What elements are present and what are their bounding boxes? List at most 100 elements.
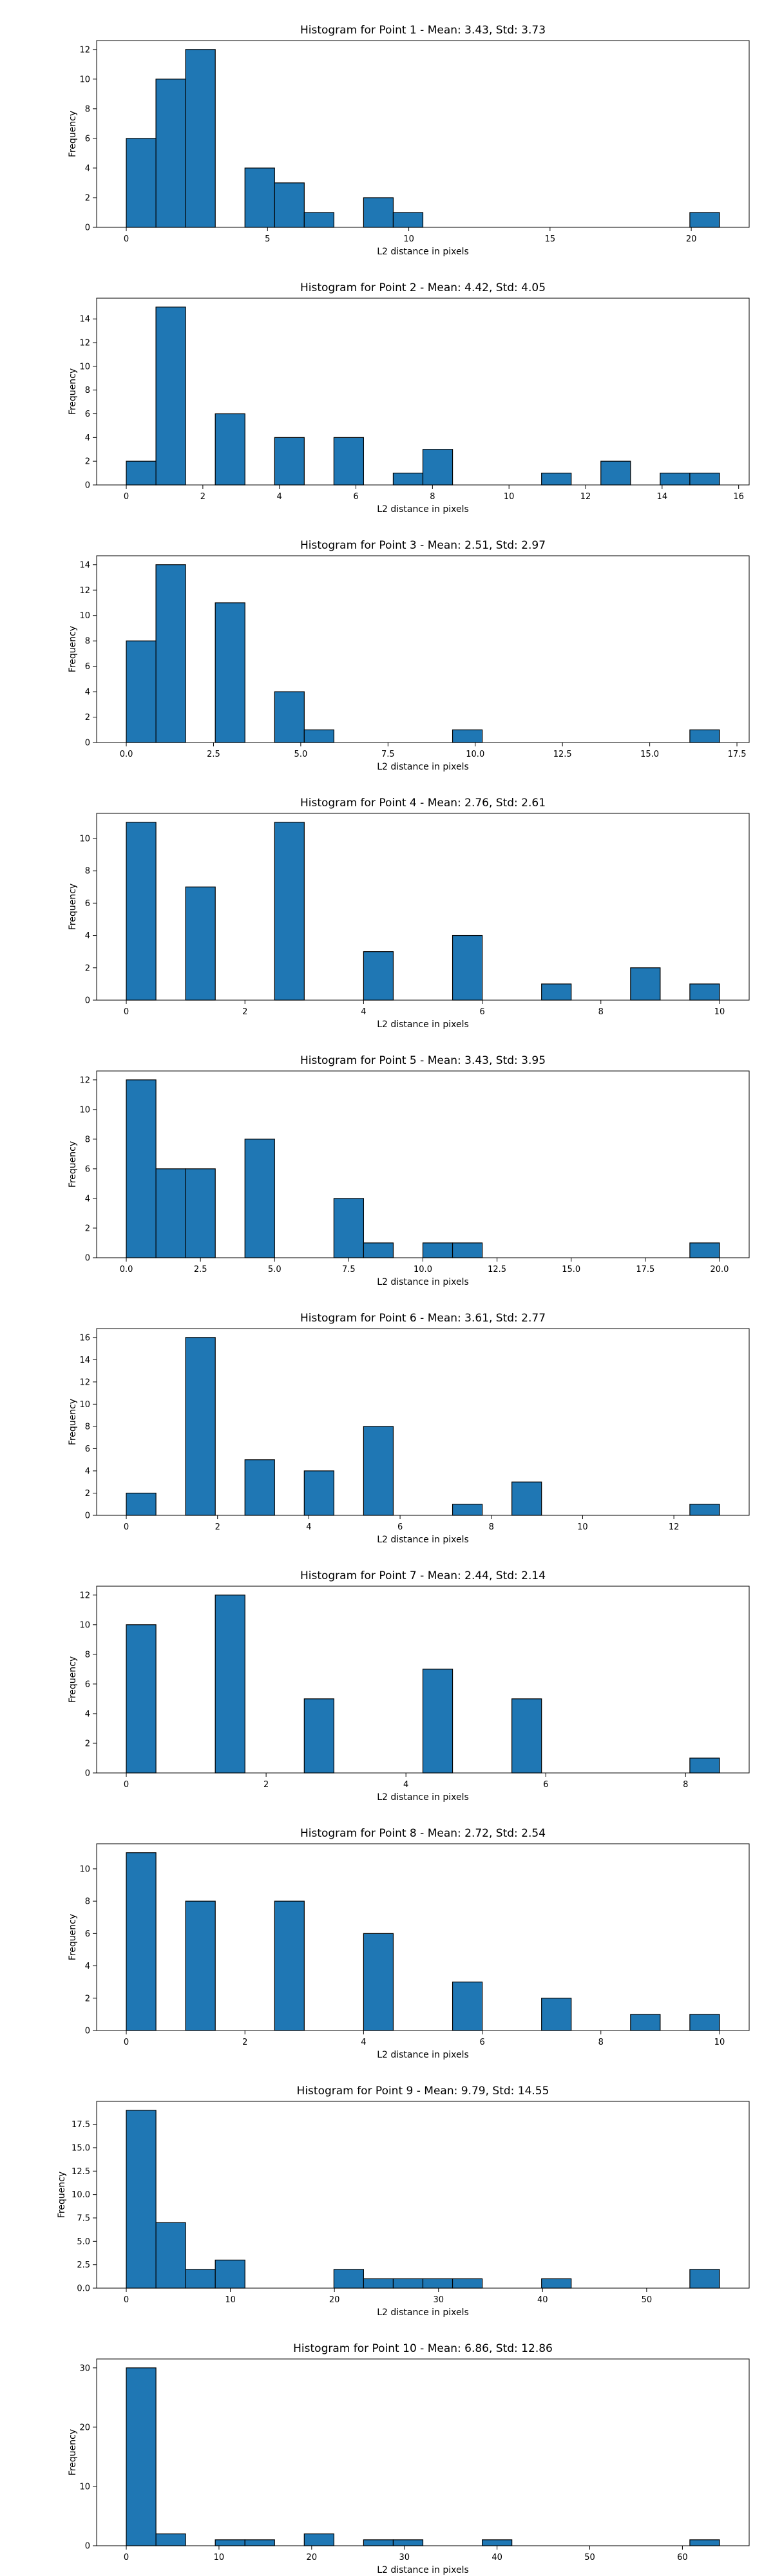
histogram-bar <box>630 967 661 1001</box>
histogram-bar <box>392 2539 424 2546</box>
y-axis-label: Frequency <box>57 2172 67 2218</box>
y-tick-label: 4 <box>85 1194 90 1204</box>
x-tick-label: 0 <box>124 2553 129 2562</box>
y-tick-label: 0 <box>85 1769 90 1779</box>
x-tick-label: 30 <box>399 2553 410 2562</box>
histogram-bar <box>541 1998 572 2031</box>
y-tick-label: 10 <box>79 75 90 84</box>
y-tick-label: 10 <box>79 611 90 621</box>
x-tick-label: 10 <box>504 492 515 502</box>
x-axis-label: L2 distance in pixels <box>377 1792 469 1803</box>
y-tick-label: 2.5 <box>77 2260 90 2270</box>
x-tick-label: 6 <box>353 492 358 502</box>
x-tick-label: 2 <box>215 1522 220 1532</box>
x-tick-label: 10.0 <box>414 1265 432 1274</box>
histogram-bar <box>126 1492 157 1516</box>
y-tick-label: 4 <box>85 433 90 443</box>
y-tick-label: 6 <box>85 1680 90 1689</box>
x-tick-label: 7.5 <box>381 750 395 759</box>
chart-title: Histogram for Point 3 - Mean: 2.51, Std:… <box>300 539 546 552</box>
histogram-bar <box>185 886 216 1001</box>
x-axis-label: L2 distance in pixels <box>377 1277 469 1287</box>
x-tick-label: 6 <box>479 1007 484 1017</box>
histogram-bar <box>363 1933 394 2031</box>
y-tick-label: 12 <box>79 586 90 596</box>
histogram-panel: 0 2 4 6 8 10 12 14 16 0 2 4 6 8 10 12 14 Histogram for Po… <box>68 281 750 515</box>
x-tick-label: 12 <box>669 1522 680 1532</box>
x-tick-label: 12 <box>580 492 591 502</box>
histogram-panel: 0.0 2.5 5.0 7.5 10.0 12.5 15.0 17.5 0 2 4 6 8 10 12 14 H… <box>68 539 750 772</box>
x-tick-label: 10 <box>714 1007 725 1017</box>
y-tick-label: 2 <box>85 193 90 203</box>
histogram-bar <box>333 437 365 486</box>
y-tick-label: 10 <box>79 1105 90 1115</box>
histogram-bar <box>511 1698 542 1774</box>
histogram-bar <box>155 79 186 228</box>
histogram-bar <box>452 934 483 1001</box>
histogram-bar <box>155 1168 186 1258</box>
chart-title: Histogram for Point 4 - Mean: 2.76, Std:… <box>300 797 546 810</box>
x-tick-label: 15.0 <box>562 1265 580 1274</box>
y-axis-label: Frequency <box>68 884 78 930</box>
histogram-panel: 0 10 20 30 40 50 0.0 2.5 5.0 7.5 10.0 12.5 15.0 17.5 H… <box>57 2085 750 2318</box>
y-tick-label: 8 <box>85 1135 90 1144</box>
chart-title: Histogram for Point 7 - Mean: 2.44, Std:… <box>300 1569 546 1582</box>
y-tick-label: 4 <box>85 164 90 173</box>
x-tick-label: 5.0 <box>268 1265 282 1274</box>
x-tick-label: 20 <box>329 2295 340 2305</box>
histogram-bar <box>303 212 334 228</box>
histogram-bar <box>274 691 305 743</box>
x-axis-label: L2 distance in pixels <box>377 2050 469 2060</box>
x-tick-label: 8 <box>598 1007 604 1017</box>
histogram-bar <box>689 2539 720 2546</box>
histogram-bar <box>452 1504 483 1516</box>
histogram-bar <box>215 2259 245 2289</box>
x-tick-label: 2 <box>242 2038 247 2047</box>
chart-title: Histogram for Point 8 - Mean: 2.72, Std:… <box>300 1827 546 1840</box>
axes-frame <box>96 1328 750 1516</box>
histogram-bar <box>541 983 572 1001</box>
histogram-panel: 0 10 20 30 40 50 60 0 10 20 30 Histogram for Point … <box>68 2342 750 2575</box>
x-tick-label: 8 <box>683 1780 688 1790</box>
x-tick-label: 0 <box>124 1780 129 1790</box>
x-tick-label: 4 <box>306 1522 311 1532</box>
x-tick-label: 17.5 <box>636 1265 654 1274</box>
histogram-bar <box>155 2222 186 2289</box>
x-tick-label: 0 <box>124 1522 129 1532</box>
histogram-bar <box>600 460 631 486</box>
y-tick-label: 14 <box>79 1356 90 1365</box>
x-tick-label: 4 <box>361 1007 366 1017</box>
histogram-bar <box>333 1198 365 1258</box>
y-tick-label: 12.5 <box>72 2167 90 2177</box>
x-tick-label: 4 <box>403 1780 408 1790</box>
y-tick-label: 10 <box>79 1620 90 1630</box>
histogram-bar <box>274 1900 305 2031</box>
histogram-bar <box>363 197 394 228</box>
histogram-bar <box>689 2269 720 2289</box>
histogram-bar <box>689 212 720 228</box>
y-tick-label: 2 <box>85 1994 90 2003</box>
y-tick-label: 4 <box>85 1962 90 1971</box>
chart-title: Histogram for Point 10 - Mean: 6.86, Std… <box>293 2342 553 2355</box>
x-tick-label: 8 <box>489 1522 494 1532</box>
histogram-bar <box>185 1900 216 2031</box>
axes-frame <box>96 813 750 1001</box>
histogram-panel: 0 2 4 6 8 0 2 4 6 8 10 12 Histogram for Point 7 - Me… <box>68 1569 750 1803</box>
y-tick-label: 2 <box>85 713 90 723</box>
x-axis-label: L2 distance in pixels <box>377 762 469 772</box>
histogram-bar <box>392 2278 424 2289</box>
y-tick-label: 6 <box>85 410 90 419</box>
y-tick-label: 12 <box>79 1075 90 1085</box>
x-tick-label: 20 <box>307 2553 318 2562</box>
histogram-bar <box>363 1426 394 1516</box>
y-axis-label: Frequency <box>68 626 78 672</box>
histogram-bar <box>244 2539 275 2546</box>
y-tick-label: 5.0 <box>77 2237 90 2247</box>
histogram-bar <box>185 1168 216 1258</box>
x-tick-label: 2 <box>263 1780 269 1790</box>
x-tick-label: 0 <box>124 2295 129 2305</box>
x-tick-label: 6 <box>397 1522 403 1532</box>
histogram-bar <box>126 1624 157 1774</box>
y-axis-label: Frequency <box>68 368 78 415</box>
x-tick-label: 15.0 <box>640 750 659 759</box>
